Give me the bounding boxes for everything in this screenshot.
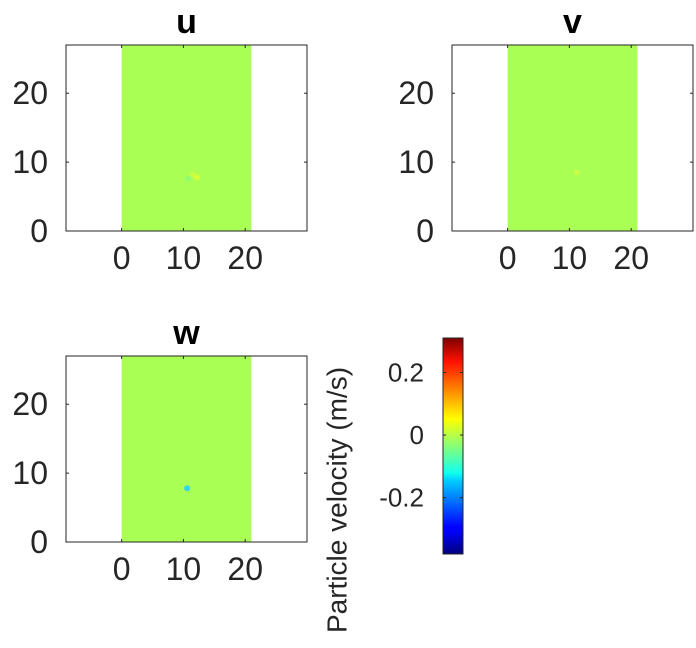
panel-title: w xyxy=(172,314,200,352)
y-tick-label: 20 xyxy=(12,75,48,111)
x-tick-label: 10 xyxy=(552,240,588,276)
y-tick-label: 10 xyxy=(12,144,48,180)
plot-frame xyxy=(65,44,308,232)
panel-u: 0 10 20 0 10 20 u xyxy=(12,3,308,276)
y-tick-label: 0 xyxy=(30,524,48,560)
y-tick-label: 20 xyxy=(398,75,434,111)
x-tick-label: 10 xyxy=(166,240,202,276)
velocity-spot xyxy=(573,169,580,176)
colorbar: 0.2 0 -0.2 Particle velocity (m/s) xyxy=(321,337,464,633)
x-tick-label: 0 xyxy=(113,240,131,276)
velocity-spot xyxy=(194,174,201,181)
velocity-spot xyxy=(189,171,196,178)
x-tick-label: 20 xyxy=(227,551,263,587)
colorbar-tick-label: 0 xyxy=(410,420,424,450)
y-tick-label: 0 xyxy=(30,213,48,249)
velocity-field xyxy=(121,45,252,231)
y-tick-label: 10 xyxy=(12,455,48,491)
x-tick-label: 10 xyxy=(166,551,202,587)
y-tick-label: 20 xyxy=(12,386,48,422)
panel-title: v xyxy=(563,3,582,41)
y-tick-label: 10 xyxy=(398,144,434,180)
velocity-spot xyxy=(185,175,192,182)
x-tick-label: 20 xyxy=(613,240,649,276)
x-tick-label: 0 xyxy=(499,240,517,276)
velocity-spot xyxy=(184,485,191,492)
panel-w: 0 10 20 0 10 20 w xyxy=(12,314,308,587)
colorbar-tick-label: 0.2 xyxy=(388,357,424,387)
panel-v: 0 10 20 0 10 20 v xyxy=(398,3,694,276)
colorbar-gradient xyxy=(442,337,464,555)
y-tick-label: 0 xyxy=(416,213,434,249)
velocity-field xyxy=(507,45,638,231)
velocity-field xyxy=(121,356,252,542)
x-tick-label: 0 xyxy=(113,551,131,587)
colorbar-tick-label: -0.2 xyxy=(379,483,424,513)
plot-frame xyxy=(451,44,694,232)
colorbar-label: Particle velocity (m/s) xyxy=(321,367,352,633)
x-tick-label: 20 xyxy=(227,240,263,276)
plot-frame xyxy=(65,355,308,543)
panel-title: u xyxy=(176,3,197,41)
